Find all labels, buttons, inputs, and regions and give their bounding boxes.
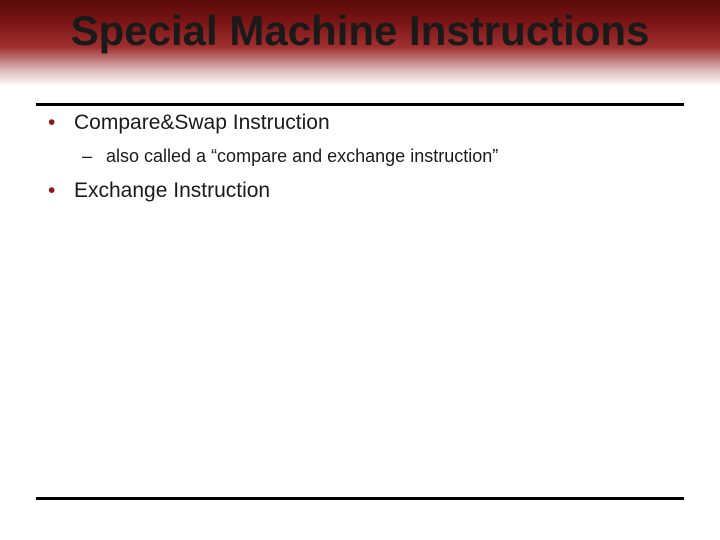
list-item: also called a “compare and exchange inst… [82,144,672,169]
slide-title: Special Machine Instructions [0,6,720,56]
footer-rule [36,497,684,500]
bullet-text: also called a “compare and exchange inst… [106,146,498,166]
list-item: Compare&Swap Instruction also called a “… [48,108,672,170]
title-underline [36,103,684,106]
bullet-text: Compare&Swap Instruction [74,111,330,134]
bullet-list-level2: also called a “compare and exchange inst… [74,144,672,169]
content-area: Compare&Swap Instruction also called a “… [48,108,672,208]
bullet-list-level1: Compare&Swap Instruction also called a “… [48,108,672,206]
list-item: Exchange Instruction [48,176,672,206]
bullet-text: Exchange Instruction [74,179,270,202]
